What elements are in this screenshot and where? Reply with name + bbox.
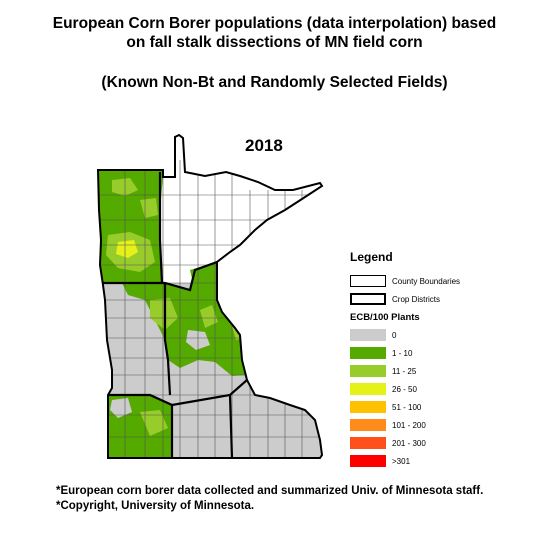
legend-class-label: 0 [392,330,397,340]
legend-class-swatch [350,401,386,413]
legend: Legend County Boundaries Crop Districts … [350,250,540,470]
legend-class-row: 51 - 100 [350,398,540,416]
legend-class-label: 51 - 100 [392,402,422,412]
legend-crop-districts: Crop Districts [350,290,540,308]
map-title-line-2: on fall stalk dissections of MN field co… [126,34,423,51]
legend-class-row: 0 [350,326,540,344]
sw-light-patch [140,410,168,436]
central-light-patch-2 [200,305,218,328]
nw-yellow-patch [116,240,138,258]
legend-class-label: 201 - 300 [392,438,426,448]
legend-class-row: 26 - 50 [350,380,540,398]
footnote-data-source: *European corn borer data collected and … [56,485,484,497]
legend-class-swatch [350,437,386,449]
legend-classes: 0 1 - 10 11 - 25 26 - 50 51 - 100 101 - 200 20… [350,326,540,470]
legend-class-swatch [350,329,386,341]
legend-class-swatch [350,383,386,395]
legend-county-boundaries: County Boundaries [350,272,540,290]
crop-district-swatch [350,293,386,305]
map-title-line-1: European Corn Borer populations (data in… [52,15,497,32]
legend-class-swatch [350,347,386,359]
legend-class-label: 26 - 50 [392,384,417,394]
legend-class-row: >301 [350,452,540,470]
legend-class-row: 11 - 25 [350,362,540,380]
legend-class-label: >301 [392,456,411,466]
map-subtitle: (Known Non-Bt and Randomly Selected Fiel… [101,74,448,91]
sw-zero-patch [110,398,132,418]
legend-class-swatch [350,455,386,467]
legend-class-swatch [350,365,386,377]
legend-class-label: 1 - 10 [392,348,413,358]
legend-class-label: 11 - 25 [392,366,417,376]
legend-class-row: 201 - 300 [350,434,540,452]
county-boundary-swatch [350,275,386,287]
legend-class-swatch [350,419,386,431]
legend-class-row: 1 - 10 [350,344,540,362]
legend-title: Legend [350,250,393,264]
nw-light-patch-3 [140,198,158,218]
map-year: 2018 [245,136,283,155]
footnote-copyright: *Copyright, University of Minnesota. [56,500,255,512]
south-central-zero [172,405,322,458]
legend-class-label: 101 - 200 [392,420,426,430]
crop-districts-label: Crop Districts [392,294,441,304]
legend-class-row: 101 - 200 [350,416,540,434]
county-boundaries-label: County Boundaries [392,276,461,286]
legend-scale-title: ECB/100 Plants [350,311,420,323]
